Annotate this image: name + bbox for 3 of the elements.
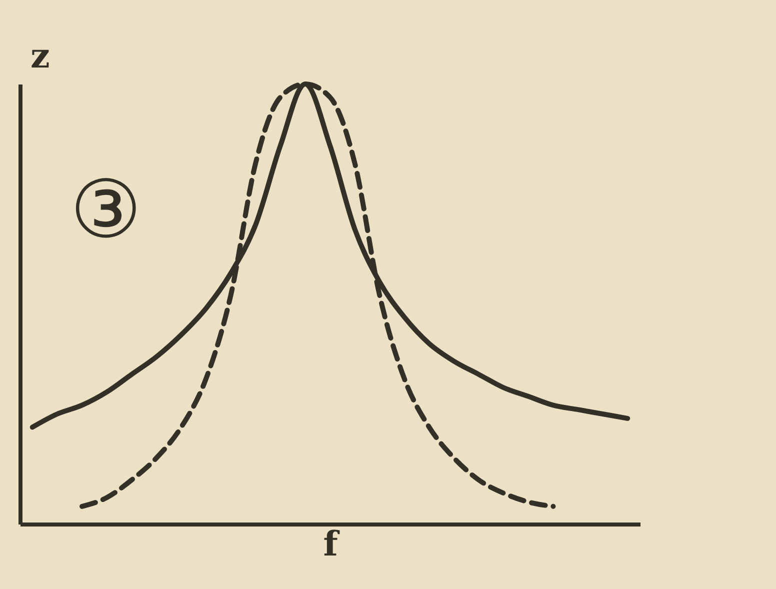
y-axis-title: z xyxy=(30,36,50,76)
annotation: ③ xyxy=(70,163,142,256)
x-axis-title: f xyxy=(323,524,340,564)
